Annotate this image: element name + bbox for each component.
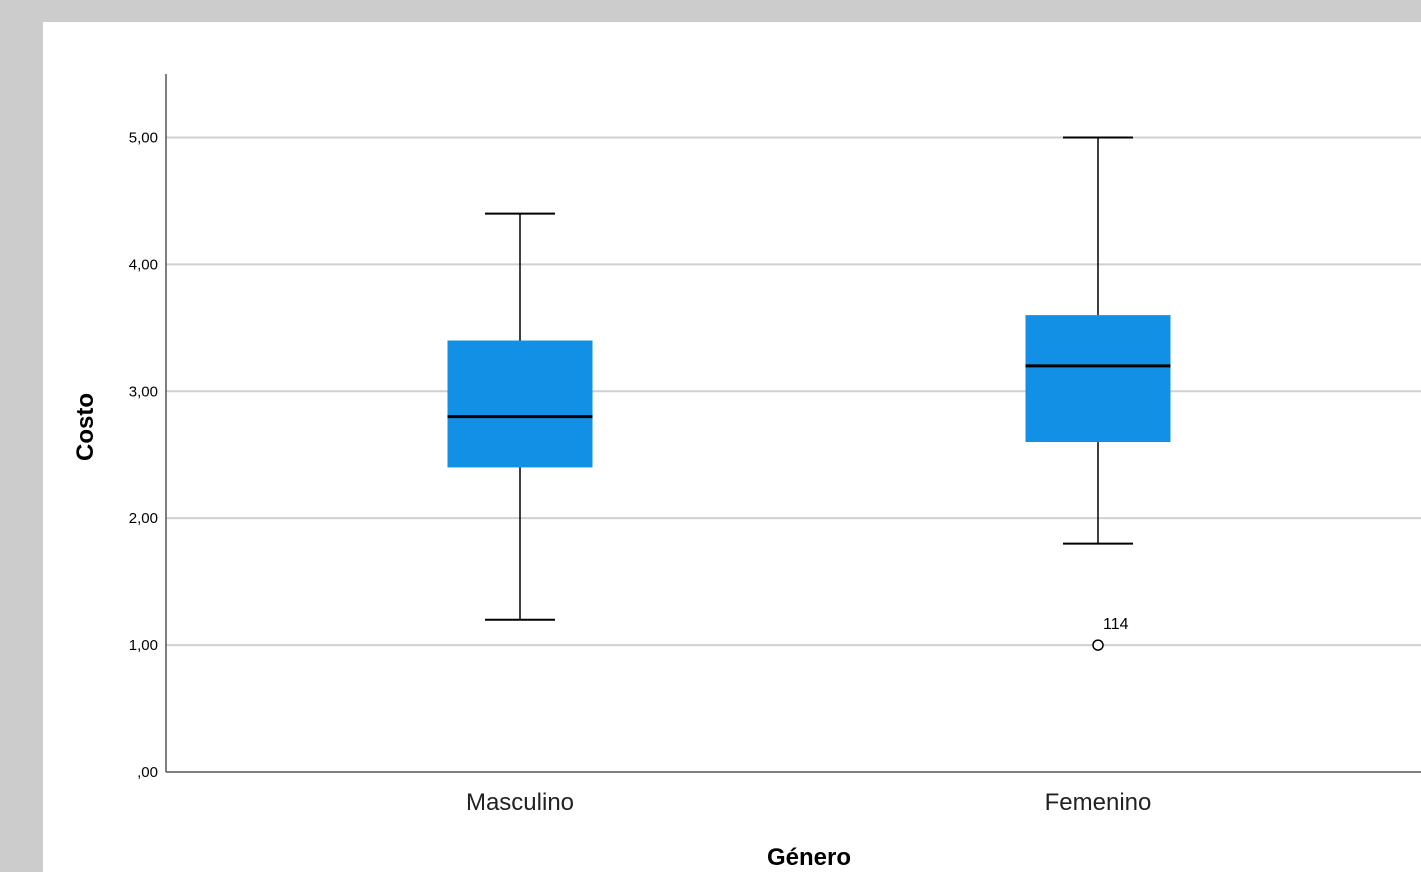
boxplot-chart: ,00 1,00 2,00 3,00 4,00 5,00 114 Masculino Fem… — [72, 74, 1421, 871]
x-category-labels: Masculino Femenino — [466, 789, 1151, 816]
box-masculino — [447, 212, 593, 621]
y-tick-label: 4,00 — [129, 256, 158, 273]
outlier-point — [1092, 639, 1104, 651]
y-tick-label: ,00 — [137, 764, 158, 781]
boxes: 114 — [447, 136, 1171, 651]
gridlines — [166, 136, 1421, 647]
x-axis-title: Género — [767, 844, 851, 871]
x-category-label: Femenino — [1045, 789, 1152, 816]
chart-canvas: ,00 1,00 2,00 3,00 4,00 5,00 114 Masculino Fem… — [43, 22, 1421, 872]
y-tick-label: 5,00 — [129, 129, 158, 146]
iqr-box — [1025, 315, 1171, 443]
y-tick-labels: ,00 1,00 2,00 3,00 4,00 5,00 — [129, 129, 158, 781]
y-tick-label: 2,00 — [129, 510, 158, 527]
x-category-label: Masculino — [466, 789, 574, 816]
outlier-label: 114 — [1103, 616, 1129, 633]
y-axis-title: Costo — [72, 393, 99, 461]
axes — [165, 74, 1421, 773]
iqr-box — [447, 340, 593, 468]
y-tick-label: 3,00 — [129, 383, 158, 400]
y-tick-label: 1,00 — [129, 637, 158, 654]
box-femenino: 114 — [1025, 136, 1171, 651]
